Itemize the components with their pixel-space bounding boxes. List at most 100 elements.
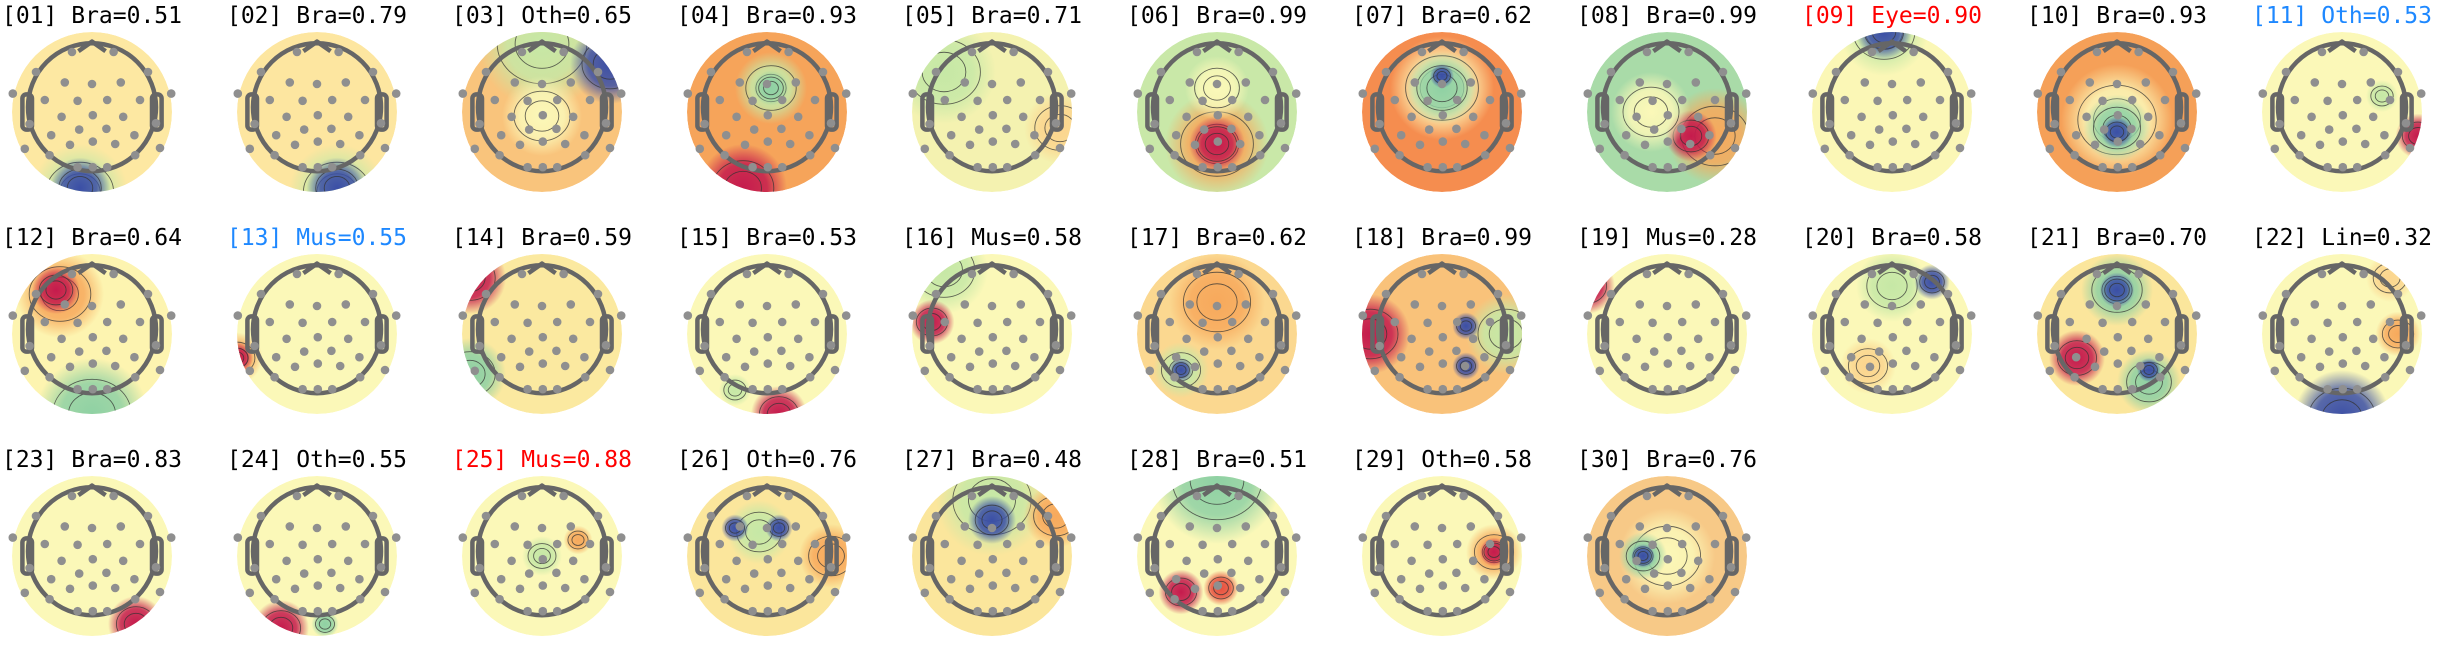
electrode-marker bbox=[2290, 317, 2300, 327]
electrode-marker bbox=[1710, 317, 1720, 327]
electrode-marker bbox=[355, 150, 365, 160]
component-topomap-7: [07] Bra=0.62 bbox=[1352, 3, 1532, 192]
electrode-marker bbox=[470, 366, 480, 376]
electrode-marker bbox=[2380, 352, 2389, 362]
electrode-marker bbox=[1009, 47, 1018, 57]
electrode-marker bbox=[1150, 119, 1159, 129]
electrode-marker bbox=[135, 95, 145, 105]
contour-line bbox=[1182, 271, 1252, 333]
electrode-marker bbox=[1066, 311, 1076, 320]
electrode-marker bbox=[1010, 361, 1020, 371]
electrode-marker bbox=[87, 79, 97, 89]
electrode-marker bbox=[2134, 269, 2143, 279]
electrode-marker bbox=[1595, 588, 1605, 598]
electrode-marker bbox=[1438, 137, 1448, 146]
electrode-marker bbox=[1199, 125, 1209, 134]
electrode-marker bbox=[1846, 352, 1856, 362]
nose-icon bbox=[302, 483, 332, 498]
electrode-marker bbox=[313, 384, 323, 394]
electrode-marker bbox=[298, 318, 307, 328]
electrode-marker bbox=[510, 522, 520, 531]
electrode-marker bbox=[1255, 150, 1265, 160]
electrode-marker bbox=[1234, 269, 1243, 279]
electrode-marker bbox=[580, 150, 590, 160]
electrode-marker bbox=[60, 78, 70, 87]
left-ear-icon bbox=[245, 314, 260, 354]
electrode-marker bbox=[2401, 340, 2411, 350]
electrode-marker bbox=[8, 89, 18, 98]
electrode-marker bbox=[957, 334, 966, 344]
nose-icon bbox=[77, 261, 107, 276]
electrode-marker bbox=[1051, 118, 1061, 128]
electrode-marker bbox=[1466, 78, 1476, 87]
electrode-marker bbox=[1452, 606, 1462, 616]
electrode-marker bbox=[2258, 89, 2268, 98]
component-title: [08] Bra=0.99 bbox=[1577, 3, 1757, 29]
electrode-marker bbox=[568, 112, 578, 122]
electrode-marker bbox=[1710, 539, 1720, 549]
electrode-marker bbox=[327, 95, 337, 105]
electrode-marker bbox=[458, 311, 468, 320]
right-ear-icon bbox=[599, 536, 614, 576]
electrode-marker bbox=[1035, 317, 1045, 327]
component-title: [29] Oth=0.58 bbox=[1352, 447, 1532, 473]
component-topomap-9: [09] Eye=0.90 bbox=[1802, 3, 1982, 192]
electrode-marker bbox=[1260, 95, 1270, 105]
electrode-marker bbox=[715, 95, 725, 105]
electrode-marker bbox=[1516, 89, 1526, 98]
electrode-marker bbox=[742, 47, 752, 57]
electrode-marker bbox=[1873, 162, 1882, 172]
electrode-marker bbox=[742, 491, 752, 501]
electrode-marker bbox=[2113, 162, 2123, 172]
electrode-marker bbox=[155, 365, 165, 375]
component-title: [25] Mus=0.88 bbox=[452, 447, 632, 473]
electrode-marker bbox=[1741, 533, 1751, 542]
electrode-marker bbox=[1600, 119, 1609, 129]
contour-line bbox=[2093, 106, 2141, 150]
right-ear-icon bbox=[1724, 536, 1739, 576]
electrode-marker bbox=[2352, 95, 2362, 105]
electrode-marker bbox=[1150, 341, 1159, 351]
electrode-marker bbox=[2113, 137, 2123, 146]
electrode-marker bbox=[1199, 347, 1209, 356]
electrode-marker bbox=[2113, 332, 2123, 342]
nose-icon bbox=[1877, 39, 1907, 54]
electrode-marker bbox=[2155, 150, 2165, 160]
electrode-marker bbox=[1010, 583, 1020, 593]
electrode-marker bbox=[1485, 95, 1495, 105]
field-blob bbox=[968, 496, 1016, 544]
electrode-marker bbox=[988, 581, 998, 590]
electrode-marker bbox=[826, 118, 836, 128]
electrode-marker bbox=[355, 594, 365, 604]
electrode-marker bbox=[552, 346, 561, 356]
electrode-marker bbox=[1212, 523, 1222, 533]
electrode-marker bbox=[965, 140, 975, 150]
electrode-marker bbox=[65, 140, 75, 150]
right-ear-icon bbox=[1949, 314, 1964, 354]
component-topomap-29: [29] Oth=0.58 bbox=[1352, 447, 1532, 636]
electrode-marker bbox=[2045, 366, 2055, 376]
contour-line bbox=[66, 175, 94, 192]
component-title: [30] Bra=0.76 bbox=[1577, 447, 1757, 473]
electrode-marker bbox=[791, 300, 801, 309]
contour-line bbox=[2143, 364, 2155, 376]
electrode-marker bbox=[118, 556, 128, 566]
electrode-marker bbox=[517, 491, 527, 501]
electrode-marker bbox=[1873, 318, 1882, 328]
electrode-marker bbox=[762, 523, 772, 533]
electrode-marker bbox=[1066, 533, 1076, 542]
component-topomap-18: [18] Bra=0.99 bbox=[1352, 225, 1532, 414]
electrode-marker bbox=[1635, 78, 1645, 87]
electrode-marker bbox=[1002, 124, 1011, 134]
electrode-marker bbox=[1002, 384, 1012, 394]
topomap-field bbox=[912, 254, 1072, 414]
electrode-marker bbox=[1358, 311, 1368, 320]
electrode-marker bbox=[1693, 112, 1703, 122]
electrode-marker bbox=[1460, 361, 1470, 371]
electrode-marker bbox=[151, 562, 161, 572]
electrode-marker bbox=[1260, 539, 1270, 549]
electrode-marker bbox=[368, 289, 378, 299]
electrode-marker bbox=[8, 311, 18, 320]
electrode-marker bbox=[1662, 301, 1672, 311]
electrode-marker bbox=[2324, 347, 2334, 356]
